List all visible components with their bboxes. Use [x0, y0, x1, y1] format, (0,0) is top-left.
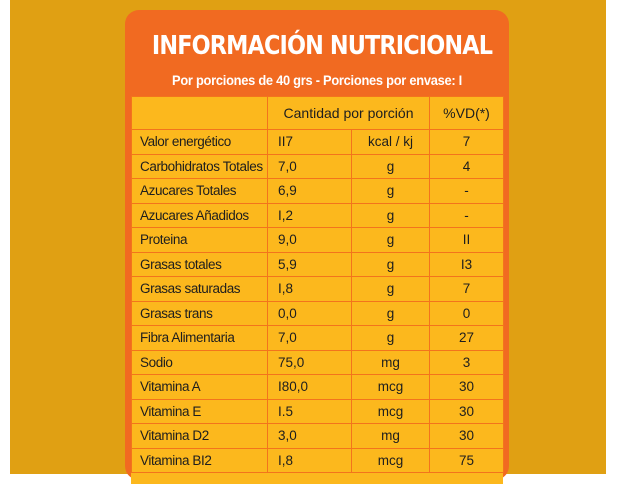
table-row: Valor energético II7 kcal / kj 7 — [131, 129, 505, 155]
nutrient-vd: 30 — [429, 423, 505, 449]
nutrient-name: Azucares Añadidos — [131, 202, 268, 228]
table-header-row: Cantidad por porción %VD(*) — [131, 96, 505, 130]
nutrient-quantity: 9,0 — [267, 227, 352, 253]
nutrient-name: Vitamina E — [131, 398, 268, 424]
nutrient-unit: mcg — [350, 374, 431, 400]
nutrient-quantity: 5,9 — [267, 251, 352, 277]
nutrient-quantity: 6,9 — [267, 178, 352, 204]
nutrient-name: Vitamina D2 — [131, 423, 268, 449]
nutrient-name: Fibra Alimentaria — [131, 325, 268, 351]
nutrient-unit: mcg — [350, 398, 431, 424]
nutrient-vd: - — [429, 202, 505, 228]
nutrient-name: Grasas trans — [131, 300, 268, 326]
nutrient-quantity: I,8 — [267, 447, 352, 473]
nutrient-name: Valor energético — [131, 129, 268, 155]
nutrient-quantity: I,8 — [267, 276, 352, 302]
nutrition-table-area: Cantidad por porción %VD(*) Valor energé… — [131, 96, 505, 484]
nutrient-quantity: I,2 — [267, 202, 352, 228]
table-row: Grasas trans 0,0 g 0 — [131, 300, 505, 326]
table-row: Vitamina A I80,0 mcg 30 — [131, 374, 505, 400]
table-row: Fibra Alimentaria 7,0 g 27 — [131, 325, 505, 351]
nutrient-name: Vitamina A — [131, 374, 268, 400]
label-subtitle: Por porciones de 40 grs - Porciones por … — [172, 72, 462, 88]
nutrient-vd: 75 — [429, 447, 505, 473]
table-row: Vitamina E I.5 mcg 30 — [131, 398, 505, 424]
nutrient-name: Azucares Totales — [131, 178, 268, 204]
nutrient-vd: 4 — [429, 153, 505, 179]
nutrient-vd: 27 — [429, 325, 505, 351]
nutrient-vd: 7 — [429, 276, 505, 302]
nutrient-unit: g — [350, 153, 431, 179]
nutrient-unit: g — [350, 227, 431, 253]
nutrient-quantity: 0,0 — [267, 300, 352, 326]
nutrition-label: INFORMACIÓN NUTRICIONAL Por porciones de… — [125, 10, 509, 484]
nutrient-unit: mg — [350, 423, 431, 449]
nutrient-unit: mg — [350, 349, 431, 375]
nutrient-quantity: 75,0 — [267, 349, 352, 375]
nutrient-quantity: I.5 — [267, 398, 352, 424]
nutrient-name: Grasas saturadas — [131, 276, 268, 302]
table-row: Azucares Totales 6,9 g - — [131, 178, 505, 204]
nutrient-vd: II — [429, 227, 505, 253]
nutrient-name: Sodio — [131, 349, 268, 375]
nutrient-name: Grasas totales — [131, 251, 268, 277]
nutrient-unit: g — [350, 325, 431, 351]
nutrient-vd: 0 — [429, 300, 505, 326]
table-row: Grasas totales 5,9 g I3 — [131, 251, 505, 277]
nutrient-vd: 30 — [429, 398, 505, 424]
nutrient-unit: g — [350, 251, 431, 277]
nutrient-quantity: 7,0 — [267, 153, 352, 179]
nutrient-vd: 3 — [429, 349, 505, 375]
nutrient-name: Carbohidratos Totales — [131, 153, 268, 179]
header-quantity: Cantidad por porción — [266, 96, 431, 130]
table-row: Azucares Añadidos I,2 g - — [131, 202, 505, 228]
table-row: Vitamina D2 3,0 mg 30 — [131, 423, 505, 449]
nutrient-quantity: I80,0 — [267, 374, 352, 400]
nutrient-name: Proteina — [131, 227, 268, 253]
nutrient-unit: g — [350, 300, 431, 326]
table-row: Sodio 75,0 mg 3 — [131, 349, 505, 375]
nutrient-vd: - — [429, 178, 505, 204]
table-row: Vitamina BI2 I,8 mcg 75 — [131, 447, 505, 473]
nutrient-quantity: II7 — [267, 129, 352, 155]
header-nutrient — [131, 96, 268, 130]
nutrient-quantity: 3,0 — [267, 423, 352, 449]
nutrient-vd: I3 — [429, 251, 505, 277]
nutrient-vd: 7 — [429, 129, 505, 155]
label-title: INFORMACIÓN NUTRICIONAL — [151, 31, 493, 61]
table-row: Carbohidratos Totales 7,0 g 4 — [131, 153, 505, 179]
nutrient-unit: mcg — [350, 447, 431, 473]
table-row: Grasas saturadas I,8 g 7 — [131, 276, 505, 302]
nutrient-quantity: 7,0 — [267, 325, 352, 351]
nutrition-table: Cantidad por porción %VD(*) Valor energé… — [131, 96, 505, 473]
table-row: Proteina 9,0 g II — [131, 227, 505, 253]
header-vd: %VD(*) — [429, 96, 505, 130]
nutrient-unit: g — [350, 202, 431, 228]
nutrient-name: Vitamina BI2 — [131, 447, 268, 473]
nutrient-unit: kcal / kj — [350, 129, 431, 155]
nutrient-unit: g — [350, 276, 431, 302]
nutrient-unit: g — [350, 178, 431, 204]
nutrient-vd: 30 — [429, 374, 505, 400]
